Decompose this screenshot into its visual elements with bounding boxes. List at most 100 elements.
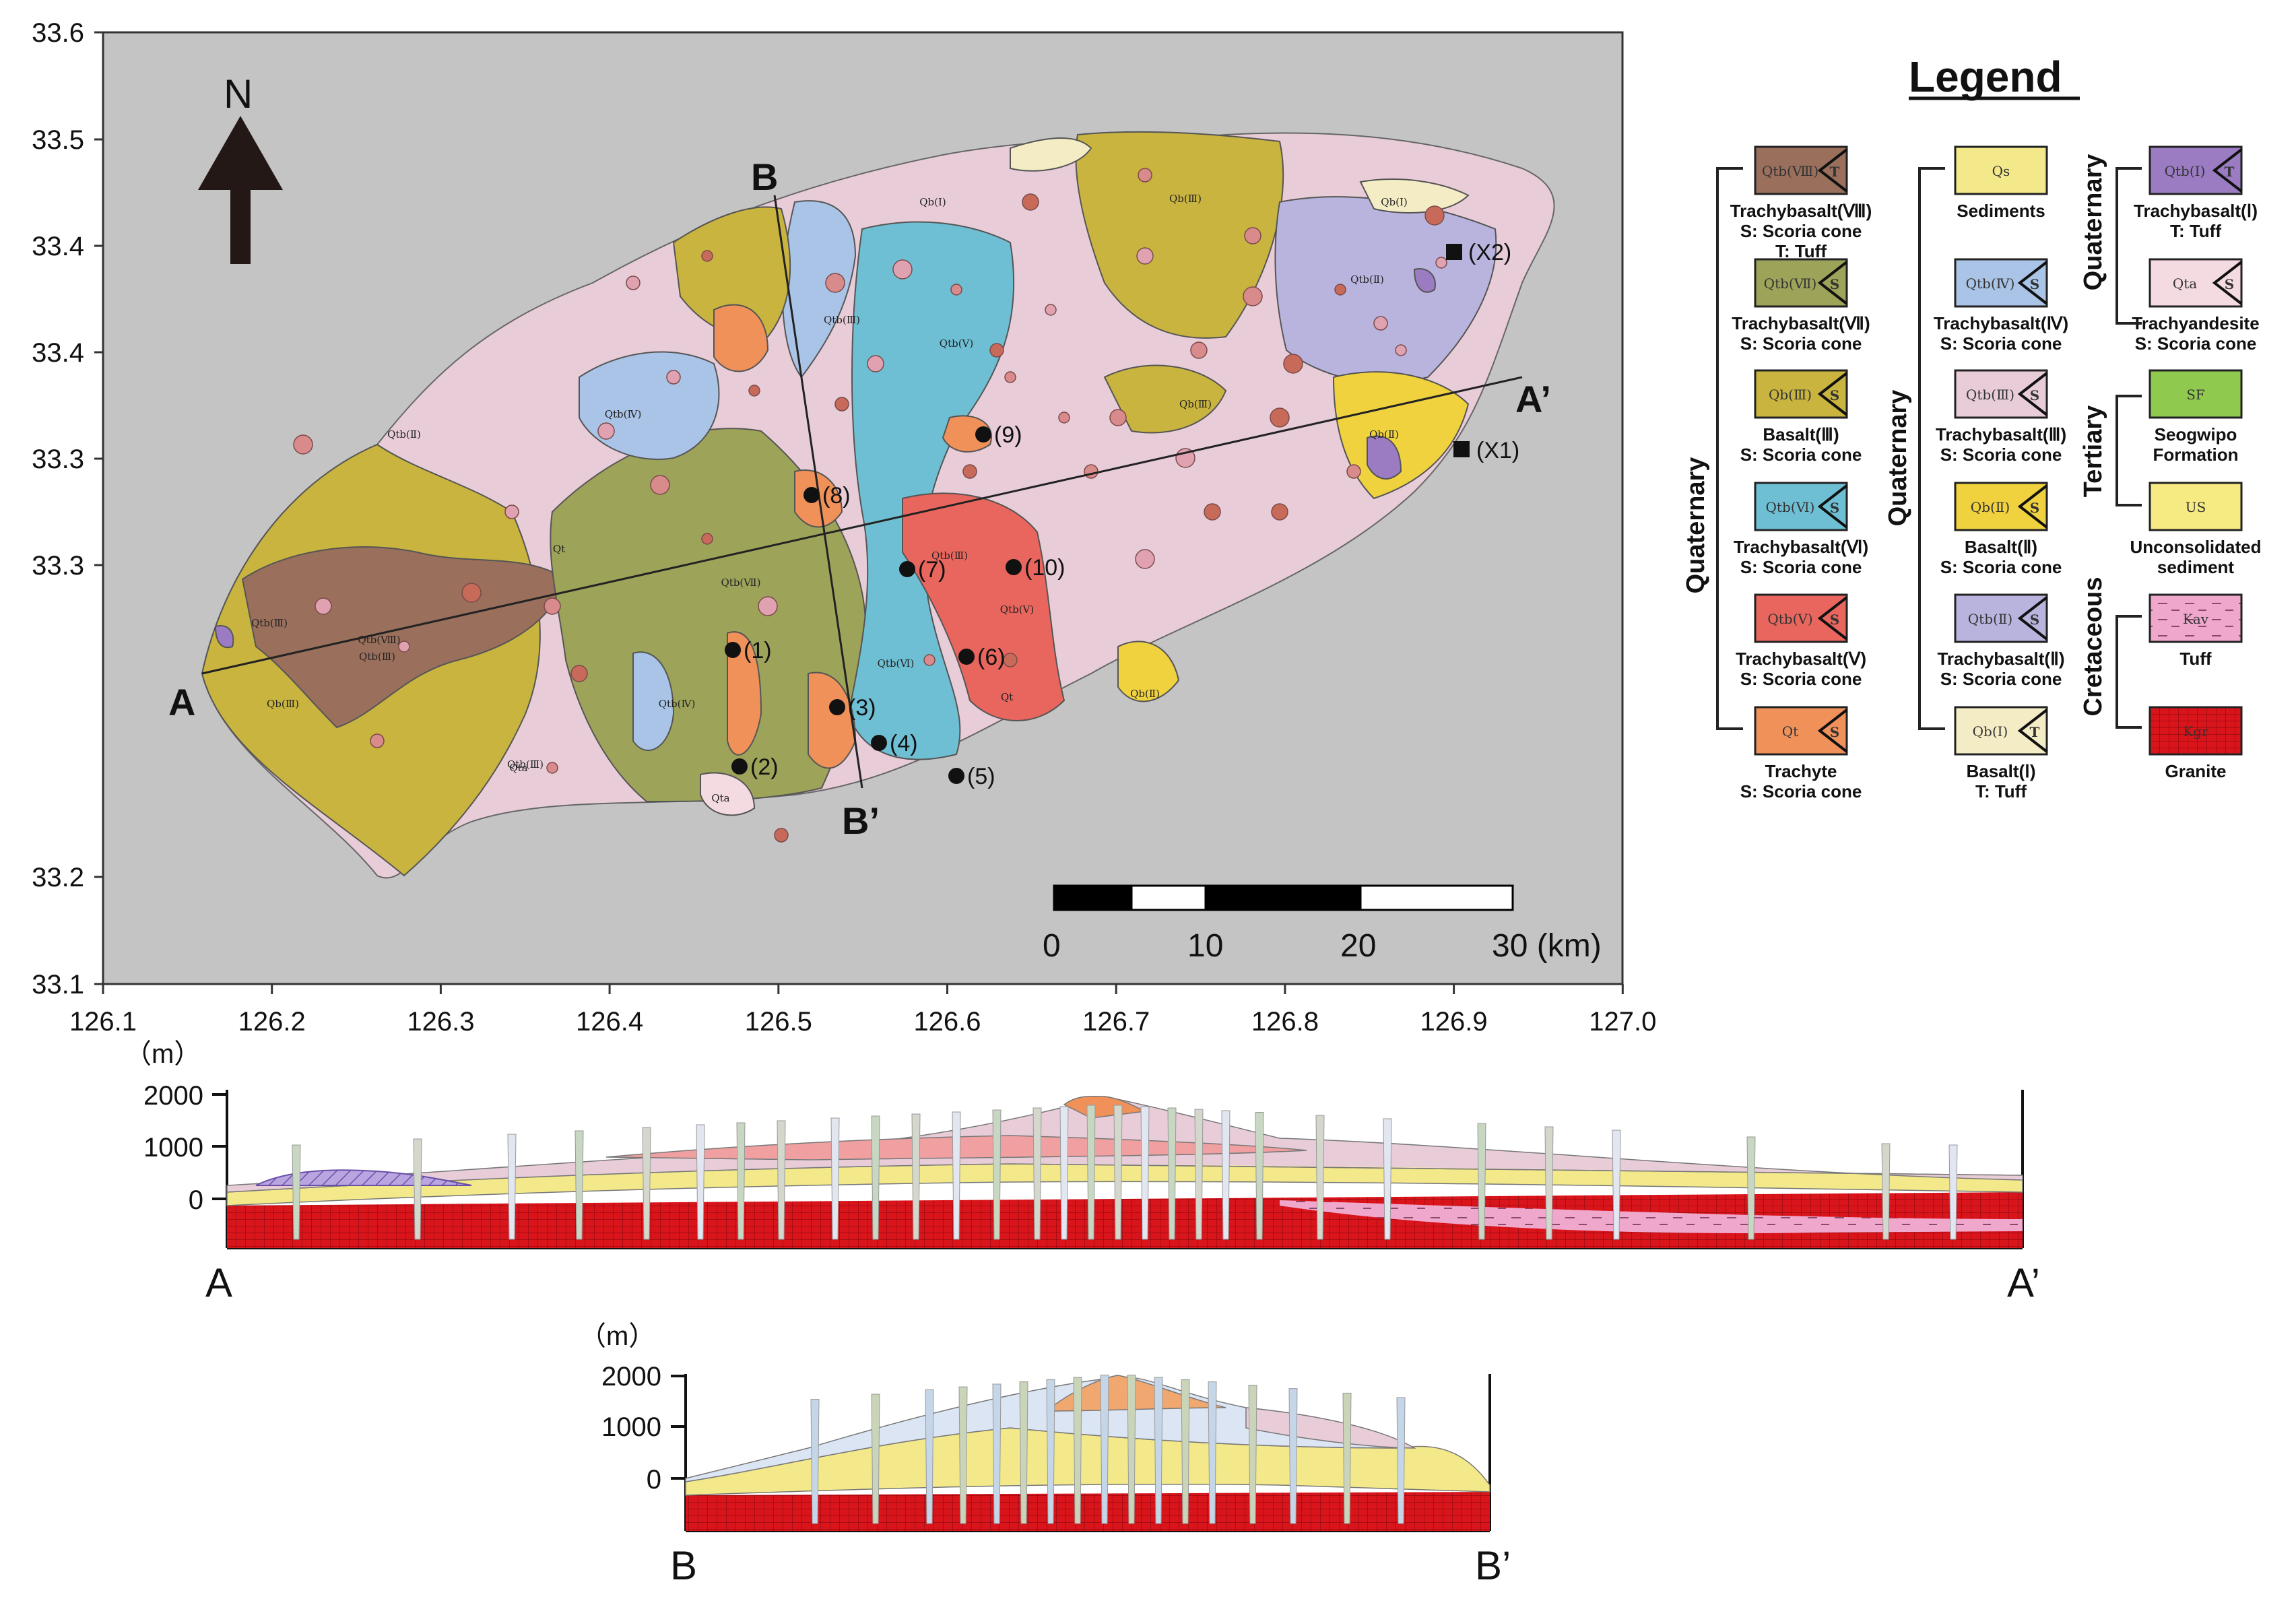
legend-label: Basalt(Ⅰ) — [1966, 761, 2035, 781]
section-bb-qtb3 — [1245, 1407, 1416, 1449]
scoria-cone-icon — [1136, 247, 1154, 265]
map-ytick-label: 33.2 — [32, 863, 84, 892]
map-unit-label: Qb(Ⅰ) — [919, 196, 946, 208]
legend-marker-letter: S — [2225, 276, 2234, 292]
map-unit-label: Qtb(Ⅲ) — [251, 617, 288, 629]
scoria-cone-icon — [1204, 503, 1221, 521]
scoria-cone-icon — [504, 504, 519, 519]
scale-label-10: 10 — [1187, 928, 1223, 964]
section-aa-tick-2000: 2000 — [143, 1081, 203, 1111]
unit-qtb6 — [847, 221, 1015, 760]
group-quaternary-left: Quaternary — [1682, 457, 1710, 594]
legend-swatch — [1754, 593, 1848, 643]
sample-point-label: (1) — [744, 638, 772, 663]
scoria-cone-icon — [315, 597, 332, 615]
section-dike — [1032, 1107, 1042, 1240]
legend-label: Formation — [2153, 445, 2238, 465]
map-xtick-label: 127.0 — [1589, 1007, 1656, 1037]
section-bb-unit: （m） — [579, 1321, 655, 1351]
map-unit-label: Qtb(Ⅳ) — [659, 698, 696, 710]
legend-item: Kgr Granite — [2149, 706, 2243, 781]
bracket-quaternary-left — [1716, 167, 1743, 730]
section-dike — [992, 1383, 1002, 1524]
legend-label: S: Scoria cone — [1940, 445, 2062, 465]
legend-label: Trachyte — [1765, 761, 1837, 781]
legend-code: US — [2186, 499, 2206, 515]
section-aa-qt — [1063, 1096, 1147, 1119]
legend-code: Qtb(Ⅶ) — [1764, 275, 1817, 292]
legend-label: Trachybasalt(Ⅴ) — [1736, 649, 1866, 669]
legend-marker-icon — [1817, 372, 1848, 416]
scoria-cone-icon — [666, 370, 681, 385]
map-unit-label: Qtb(Ⅲ) — [507, 758, 544, 771]
scoria-cone-icon — [748, 385, 760, 397]
legend-title: Legend — [1909, 53, 2062, 101]
legend-label: S: Scoria cone — [1940, 333, 2062, 354]
legend-code: Qtb(Ⅳ) — [1966, 275, 2015, 292]
map-xtick-label: 126.3 — [407, 1007, 474, 1037]
map-unit-labels: Qtb(Ⅷ) Qtb(Ⅲ) Qtb(Ⅲ) Qb(Ⅲ) Qtb(Ⅲ) Qb(Ⅲ) Qt Qtb(… — [251, 193, 1408, 804]
section-dike — [1221, 1110, 1231, 1240]
map-xtick-label: 126.9 — [1420, 1007, 1488, 1037]
bracket-quaternary-mid — [1918, 167, 1945, 730]
legend-code: Qb(Ⅰ) — [1973, 723, 2008, 740]
scoria-cone-icon — [774, 828, 789, 843]
section-dike — [696, 1124, 705, 1240]
scoria-cone-icon — [1243, 286, 1263, 306]
scoria-cone-icon — [1138, 168, 1152, 183]
legend-label: S: Scoria cone — [1740, 557, 1862, 577]
section-aa-dikes — [292, 1105, 1958, 1240]
legend-marker-icon — [2212, 261, 2243, 305]
scoria-cone-icon — [370, 733, 385, 748]
legend-marker-icon — [1817, 261, 1848, 305]
unit-qb1-north — [1010, 137, 1092, 172]
map-ytick-label: 33.4 — [32, 338, 84, 368]
legend-swatch — [1754, 706, 1848, 756]
legend-marker-letter: S — [2030, 500, 2039, 516]
map-ytick-label: 33.6 — [32, 18, 84, 48]
legend-item: Qs Sediments — [1954, 145, 2048, 221]
map-xtick-label: 126.8 — [1251, 1007, 1319, 1037]
section-label-b: B — [751, 156, 778, 198]
scoria-cone-icon — [867, 355, 884, 372]
legend-marker-letter: S — [1830, 500, 1839, 516]
section-aa-tick-0: 0 — [189, 1185, 203, 1215]
map-unit-label: Qtb(Ⅵ) — [878, 657, 915, 669]
section-aa-tuff — [1280, 1200, 2023, 1233]
section-dike — [292, 1144, 301, 1240]
section-dike — [1544, 1126, 1554, 1240]
scoria-cone-icon — [989, 343, 1004, 358]
legend-label: Granite — [2165, 761, 2226, 781]
unit-qta-south — [700, 772, 756, 816]
station-x1-marker — [1453, 441, 1470, 457]
scoria-cone-icon — [1346, 464, 1361, 479]
scoria-cone-icon — [1334, 284, 1346, 296]
legend-swatch — [1954, 145, 2048, 195]
section-dike — [1167, 1107, 1177, 1240]
group-quaternary-right: Quaternary — [2079, 154, 2107, 291]
section-label-b-prime: B’ — [842, 799, 880, 842]
legend-label: Trachybasalt(Ⅶ) — [1732, 313, 1870, 333]
legend-label: T: Tuff — [1775, 241, 1827, 261]
legend-code: Qtb(Ⅲ) — [1966, 387, 2014, 403]
legend-code: Qtb(Ⅷ) — [1762, 163, 1818, 179]
legend-label: Basalt(Ⅱ) — [1965, 537, 2037, 557]
legend-code: Qtb(Ⅴ) — [1767, 611, 1812, 627]
scoria-cone-icon — [1003, 653, 1018, 667]
legend-item: T Qb(Ⅰ) Basalt(Ⅰ)T: Tuff — [1954, 706, 2048, 801]
unit-qb3-ne — [1075, 131, 1284, 339]
map-unit-label: Qt — [1001, 691, 1013, 703]
sample-point-label: (7) — [918, 557, 946, 583]
unit-qb3-e — [1103, 364, 1227, 434]
scoria-cone-icon — [1004, 371, 1016, 383]
group-cretaceous: Cretaceous — [2079, 577, 2107, 717]
north-arrow: N — [198, 71, 283, 264]
legend-marker-icon — [2017, 596, 2048, 641]
section-dike — [958, 1386, 968, 1524]
legend-marker-icon — [2017, 709, 2048, 753]
scoria-cone-icon — [1190, 341, 1208, 359]
legend-label: Basalt(Ⅲ) — [1763, 424, 1839, 445]
scoria-cone-icon — [1135, 549, 1155, 569]
legend-swatch — [2149, 482, 2243, 531]
legend-label: S: Scoria cone — [1740, 221, 1862, 241]
